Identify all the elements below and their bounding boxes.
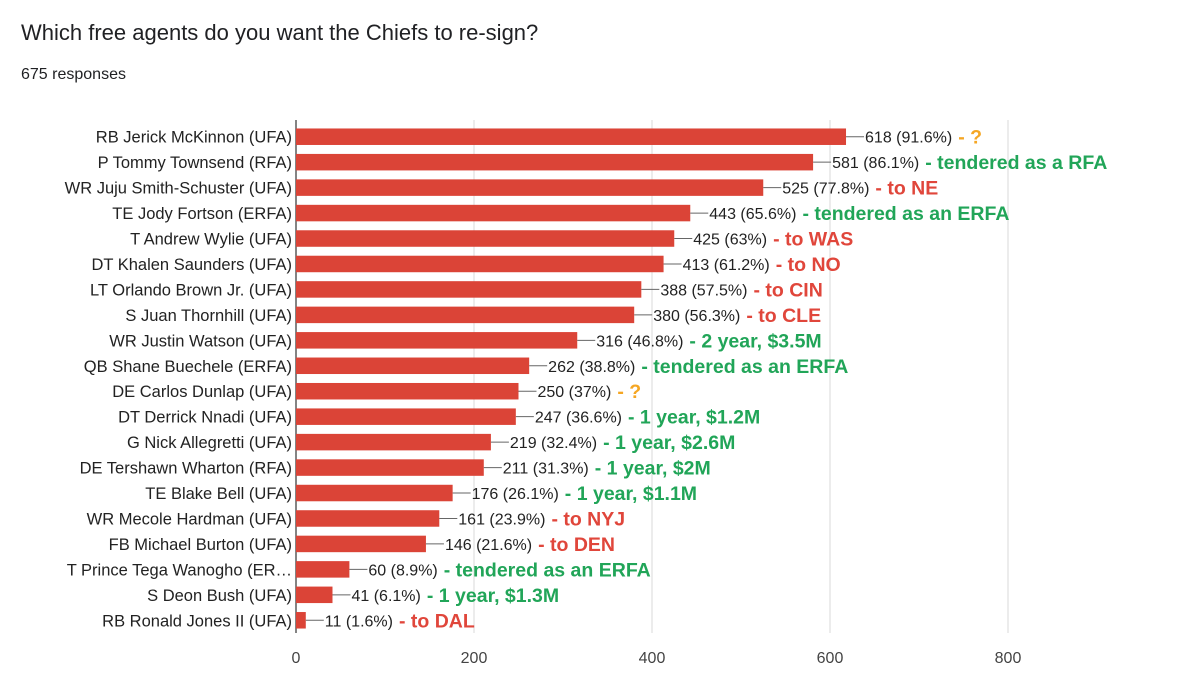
bar [296,357,530,375]
annotation-label: - to DEN [538,534,615,556]
bar [296,408,516,425]
annotation-label: - to NYJ [551,508,625,530]
annotation-label: - tendered as an ERFA [641,356,848,378]
value-label: 443 (65.6%) [709,206,796,223]
value-label: 581 (86.1%) [832,155,919,172]
bar [296,612,306,629]
value-label: 11 (1.6%) [325,613,393,630]
bar [296,128,847,145]
bar [296,484,453,502]
category-label: DE Tershawn Wharton (RFA) [80,460,292,478]
value-label: 161 (23.9%) [458,511,545,528]
x-tick-label: 0 [292,650,301,667]
bar [296,230,675,247]
category-label: G Nick Allegretti (UFA) [127,434,292,452]
bar [296,382,519,400]
annotation-label: - ? [958,127,982,149]
value-label: 425 (63%) [693,232,767,249]
category-label: TE Blake Bell (UFA) [145,485,292,503]
bar [296,561,350,578]
annotation-label: - to DAL [399,610,475,632]
bar [296,204,691,222]
value-label: 618 (91.6%) [865,130,952,147]
category-label: RB Ronald Jones II (UFA) [102,612,292,630]
category-label: WR Justin Watson (UFA) [109,332,292,350]
annotation-label: - tendered as an ERFA [802,203,1009,225]
category-label: P Tommy Townsend (RFA) [98,154,292,172]
annotation-label: - 1 year, $1.2M [628,407,760,429]
annotation-label: - 1 year, $2.6M [603,432,735,454]
value-label: 41 (6.1%) [351,588,420,605]
annotation-label: - tendered as an ERFA [444,559,651,581]
bar [296,433,491,451]
bar [296,586,333,604]
x-tick-label: 600 [817,650,844,667]
value-label: 247 (36.6%) [535,410,622,427]
annotation-label: - tendered as a RFA [925,152,1107,174]
value-label: 250 (37%) [538,384,612,401]
annotation-label: - 1 year, $1.1M [565,483,697,505]
annotation-label: - 1 year, $1.3M [427,585,559,607]
value-label: 211 (31.3%) [503,461,589,478]
category-label: S Deon Bush (UFA) [147,587,292,605]
chart-title: Which free agents do you want the Chiefs… [21,20,539,45]
x-tick-label: 200 [461,650,488,667]
category-label: S Juan Thornhill (UFA) [125,307,292,325]
category-label: T Andrew Wylie (UFA) [130,231,292,249]
annotation-label: - ? [617,381,641,403]
value-label: 388 (57.5%) [660,282,747,299]
category-label: LT Orlando Brown Jr. (UFA) [90,281,292,299]
bar [296,535,426,553]
category-label: RB Jerick McKinnon (UFA) [96,129,292,147]
bar [296,459,484,476]
bar [296,179,764,196]
category-label: FB Michael Burton (UFA) [109,536,292,554]
value-label: 146 (21.6%) [445,537,532,554]
bar [296,332,578,349]
category-label: DT Khalen Saunders (UFA) [91,256,292,274]
x-tick-label: 800 [995,650,1022,667]
value-label: 525 (77.8%) [782,181,869,198]
value-label: 262 (38.8%) [548,359,635,376]
category-label: WR Juju Smith-Schuster (UFA) [65,180,292,198]
category-label: WR Mecole Hardman (UFA) [87,510,292,528]
bars [296,128,847,629]
value-label: 219 (32.4%) [510,435,597,452]
value-label: 316 (46.8%) [596,333,683,350]
annotation-label: - 2 year, $3.5M [689,330,821,352]
bar [296,255,664,273]
category-label: DE Carlos Dunlap (UFA) [112,383,292,401]
value-label: 380 (56.3%) [653,308,740,325]
x-tick-label: 400 [639,650,666,667]
annotation-label: - to NE [875,178,938,200]
value-label: 60 (8.9%) [368,562,437,579]
category-label: QB Shane Buechele (ERFA) [84,358,292,376]
value-label: 176 (26.1%) [472,486,559,503]
bar [296,153,814,171]
annotation-label: - 1 year, $2M [595,458,711,480]
value-label: 413 (61.2%) [683,257,770,274]
x-axis-ticks: 0 200 400 600 800 [292,650,1022,667]
annotation-label: - to CLE [746,305,821,327]
category-label: DT Derrick Nnadi (UFA) [118,409,292,427]
bar [296,281,642,298]
annotation-label: - to NO [776,254,841,276]
bar [296,510,440,527]
response-count: 675 responses [21,66,126,83]
labels: RB Jerick McKinnon (UFA) 618 (91.6%) - ? P … [65,127,1108,633]
category-label: TE Jody Fortson (ERFA) [112,205,292,223]
bar [296,306,635,324]
category-label: T Prince Tega Wanogho (ER… [67,561,292,579]
annotation-label: - to CIN [753,279,822,301]
annotation-label: - to WAS [773,229,853,251]
